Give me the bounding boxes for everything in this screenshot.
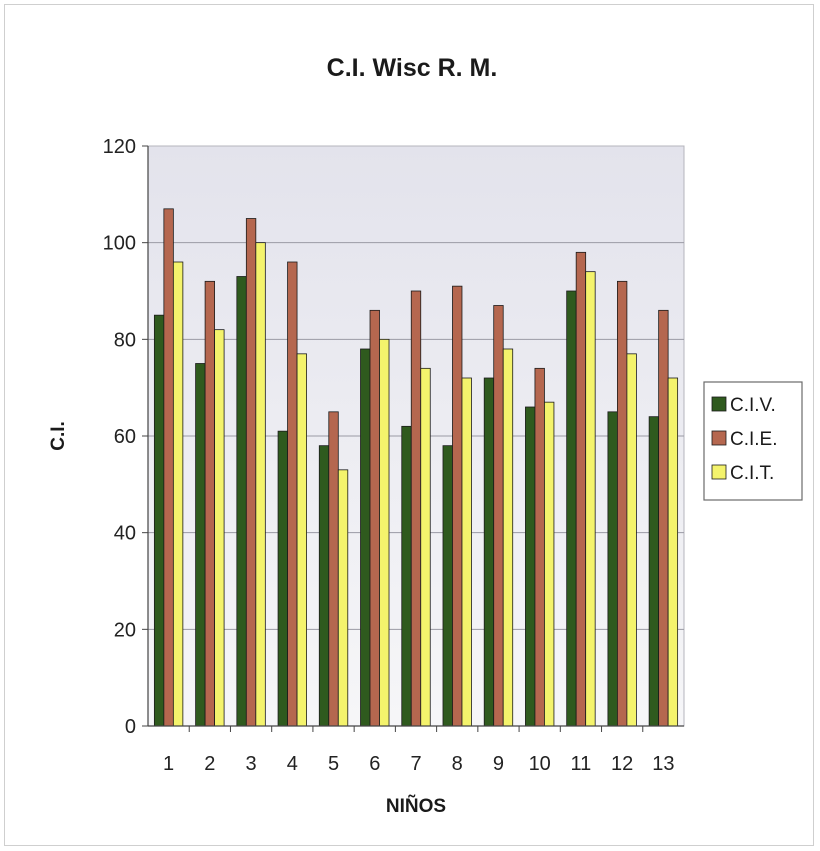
bar xyxy=(502,348,514,727)
bar xyxy=(585,271,596,727)
y-tick-label: 60 xyxy=(114,426,136,448)
chart-title: C.I. Wisc R. M. xyxy=(327,54,498,82)
bar xyxy=(544,401,555,727)
bar xyxy=(658,309,669,727)
bar xyxy=(483,377,495,727)
bar xyxy=(236,276,247,727)
bar xyxy=(153,314,165,727)
bar xyxy=(617,280,628,727)
bar xyxy=(328,411,339,727)
x-tick-label: 9 xyxy=(493,753,504,775)
legend-label: C.I.E. xyxy=(730,429,778,450)
bar xyxy=(410,290,422,727)
bar xyxy=(493,305,504,727)
bar xyxy=(575,251,587,727)
axes xyxy=(147,146,684,732)
x-tick-label: 5 xyxy=(328,753,339,775)
bar xyxy=(195,363,206,727)
x-tick-label: 12 xyxy=(611,753,633,775)
bar xyxy=(163,208,174,727)
x-tick-label: 4 xyxy=(287,753,298,775)
bar xyxy=(379,338,390,727)
bar xyxy=(214,329,225,727)
x-tick-label: 2 xyxy=(204,753,215,775)
y-tick-label: 80 xyxy=(114,329,136,351)
legend: C.I.V. C.I.E. C.I.T. xyxy=(703,381,803,501)
x-tick-label: 7 xyxy=(410,753,421,775)
x-tick-label: 6 xyxy=(369,753,380,775)
y-tick-label: 120 xyxy=(103,136,136,158)
bars xyxy=(153,208,679,727)
x-axis-title: NIÑOS xyxy=(386,795,446,817)
bar xyxy=(452,285,463,727)
bar xyxy=(296,353,307,727)
legend-label: C.I.T. xyxy=(730,463,774,484)
y-tick-labels: 0 20 40 60 80 100 120 xyxy=(103,136,136,738)
bar xyxy=(420,367,431,727)
legend-swatch xyxy=(711,430,727,446)
y-tick-label: 100 xyxy=(103,233,136,255)
x-tick-label: 13 xyxy=(652,753,674,775)
bar xyxy=(566,290,577,727)
bar xyxy=(442,445,453,727)
bar xyxy=(204,280,215,727)
y-tick-label: 20 xyxy=(114,619,136,641)
bar xyxy=(360,348,371,727)
bar xyxy=(255,242,266,727)
x-tick-label: 11 xyxy=(571,753,592,775)
bar xyxy=(667,377,679,727)
bar xyxy=(648,416,660,727)
legend-swatch xyxy=(711,464,727,480)
x-tick-label: 8 xyxy=(452,753,463,775)
x-tick-labels: 1 2 3 4 5 6 7 8 9 10 11 12 13 xyxy=(163,753,674,775)
bar xyxy=(337,469,349,727)
bar xyxy=(534,367,545,727)
x-tick-label: 1 xyxy=(163,753,174,775)
x-tick-label: 3 xyxy=(246,753,257,775)
legend-label: C.I.V. xyxy=(730,395,776,416)
bar xyxy=(607,411,618,727)
y-tick-label: 40 xyxy=(114,523,136,545)
bar xyxy=(245,218,257,727)
bar xyxy=(318,445,330,727)
bar xyxy=(287,261,298,727)
bar xyxy=(277,430,288,727)
bar xyxy=(401,425,412,727)
y-tick-label: 0 xyxy=(125,716,136,738)
x-tick-label: 10 xyxy=(529,753,551,775)
y-axis-title: C.I. xyxy=(48,421,69,451)
bar xyxy=(369,309,380,727)
bar xyxy=(461,377,472,727)
bar xyxy=(626,353,637,727)
bar xyxy=(525,406,536,727)
bar xyxy=(172,261,184,727)
legend-swatch xyxy=(711,396,727,412)
